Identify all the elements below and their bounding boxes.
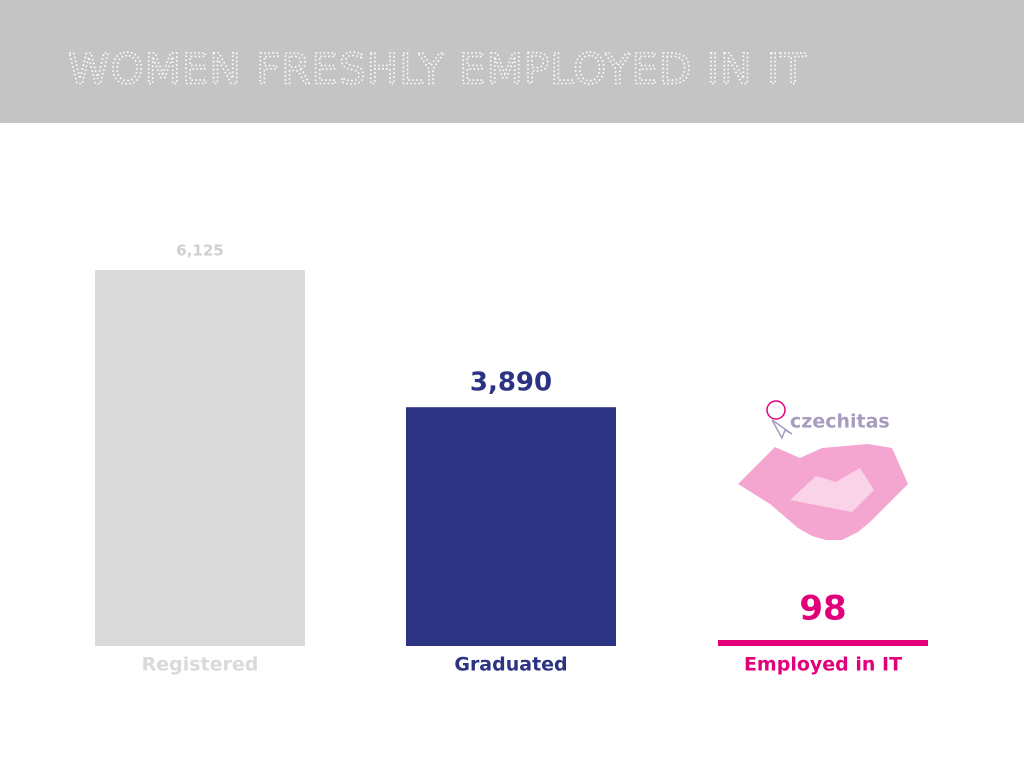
bar bbox=[95, 270, 305, 646]
value-label: 6,125 bbox=[176, 242, 223, 260]
chart-title: WOMEN FRESHLY EMPLOYED IN IT bbox=[68, 45, 807, 94]
value-label: 3,890 bbox=[470, 368, 552, 398]
header-band bbox=[0, 0, 1024, 123]
bar bbox=[718, 639, 928, 646]
value-label: 98 bbox=[799, 588, 846, 628]
bar bbox=[406, 407, 616, 646]
handshake-icon bbox=[738, 400, 908, 540]
logo-text: czechitas bbox=[790, 411, 890, 433]
category-label: Registered bbox=[142, 654, 259, 676]
category-label: Graduated bbox=[454, 654, 567, 676]
category-label: Employed in IT bbox=[744, 654, 902, 676]
